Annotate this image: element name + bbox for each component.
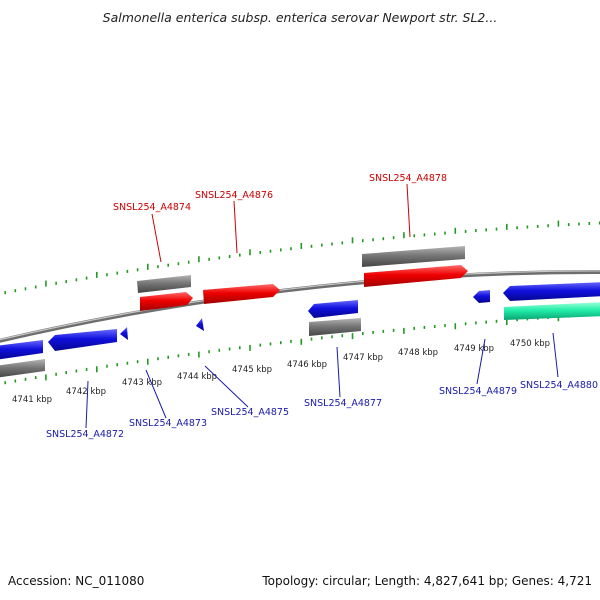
leader-a4875: [204, 365, 249, 408]
reverse-gene-a4880[interactable]: [503, 282, 600, 301]
leader-a4874: [151, 213, 162, 263]
gene-label-a4877[interactable]: SNSL254_A4877: [304, 398, 382, 409]
scale-tick-label: 4742 kbp: [66, 387, 106, 397]
genome-stats-text: Topology: circular; Length: 4,827,641 bp…: [262, 574, 592, 588]
scale-tick-label: 4747 kbp: [343, 353, 383, 363]
scale-tick-label: 4741 kbp: [12, 395, 52, 405]
gray-feature-inner-2[interactable]: [0, 359, 45, 378]
gene-label-a4879[interactable]: SNSL254_A4879: [439, 386, 517, 397]
leader-a4872: [85, 380, 89, 429]
reverse-gene-a4873[interactable]: [48, 329, 117, 351]
gene-label-a4873[interactable]: SNSL254_A4873: [129, 418, 207, 429]
forward-gene-a4878[interactable]: [364, 265, 468, 287]
forward-gene-a4876[interactable]: [203, 284, 280, 304]
genome-backbone-highlight: [0, 270, 600, 341]
gene-label-a4875[interactable]: SNSL254_A4875: [211, 407, 289, 418]
reverse-gene-a4875[interactable]: [196, 318, 204, 331]
scale-tick-label: 4750 kbp: [510, 339, 550, 349]
reverse-gene-small-1[interactable]: [120, 327, 128, 340]
leader-a4873: [145, 369, 167, 419]
forward-gene-a4874[interactable]: [140, 292, 193, 311]
genome-backbone: [0, 269, 600, 343]
scale-tick-label: 4746 kbp: [287, 360, 327, 370]
gray-feature-inner-1[interactable]: [309, 318, 361, 336]
reverse-gene-a4879[interactable]: [473, 290, 490, 303]
scale-tick-label: 4743 kbp: [122, 378, 162, 388]
genome-title: Salmonella enterica subsp. enterica sero…: [102, 10, 498, 25]
gray-feature-outer-1[interactable]: [137, 275, 191, 293]
gray-feature-outer-2[interactable]: [362, 246, 465, 267]
rna-gene[interactable]: [504, 302, 600, 320]
gene-label-a4876[interactable]: SNSL254_A4876: [195, 190, 273, 201]
reverse-gene-a4872[interactable]: [0, 340, 43, 360]
inner-tick-ring: [4, 312, 600, 385]
scale-tick-label: 4745 kbp: [232, 365, 272, 375]
gene-label-leaders: [85, 183, 559, 429]
leader-a4876: [233, 200, 238, 254]
scale-tick-label: 4749 kbp: [454, 344, 494, 354]
gene-label-a4880[interactable]: SNSL254_A4880: [520, 380, 598, 391]
outer-tick-ring: [4, 220, 600, 295]
leader-a4880: [552, 332, 559, 378]
reverse-gene-a4877[interactable]: [308, 300, 358, 318]
accession-text: Accession: NC_011080: [8, 574, 145, 588]
gene-label-a4872[interactable]: SNSL254_A4872: [46, 429, 124, 440]
scale-tick-label: 4748 kbp: [398, 348, 438, 358]
gene-label-a4874[interactable]: SNSL254_A4874: [113, 202, 191, 213]
leader-a4879: [476, 338, 486, 385]
leader-a4878: [406, 183, 411, 238]
scale-tick-labels: 4741 kbp 4742 kbp 4743 kbp 4744 kbp 4745 kbp…: [12, 339, 550, 405]
leader-a4877: [336, 346, 341, 398]
gene-label-a4878[interactable]: SNSL254_A4878: [369, 173, 447, 184]
scale-tick-label: 4744 kbp: [177, 372, 217, 382]
